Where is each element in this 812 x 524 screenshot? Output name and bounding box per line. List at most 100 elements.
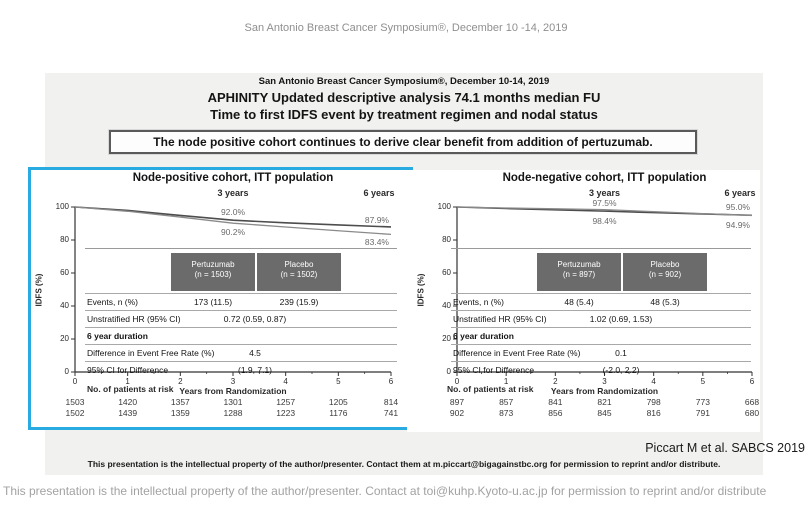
at-risk-count: 791 — [695, 408, 710, 418]
at-risk-count: 845 — [597, 408, 612, 418]
y-tick-label: 40 — [60, 301, 69, 310]
at-risk-count: 841 — [548, 397, 563, 407]
x-tick-label: 6 — [388, 377, 394, 386]
stats-row: 6 year duration — [451, 327, 751, 344]
curve-value-label: 92.0% — [220, 207, 246, 218]
curve-placebo — [456, 206, 753, 217]
at-risk-count: 1205 — [328, 397, 348, 407]
at-risk-count: 1223 — [276, 408, 296, 418]
column-header-n: (n = 1502) — [280, 270, 318, 280]
at-risk-count: 1288 — [223, 408, 243, 418]
column-header-name: Pertuzumab — [191, 260, 235, 269]
stats-row-label: Difference in Event Free Rate (%) — [453, 348, 581, 358]
stats-value: 48 (5.4) — [564, 297, 594, 307]
stats-row: Events, n (%) 173 (11.5) 239 (15.9) — [85, 293, 397, 310]
curve-pertuzumab — [74, 206, 392, 228]
at-risk-count: 1439 — [118, 408, 138, 418]
at-risk-count: 1357 — [170, 397, 190, 407]
stats-value: 239 (15.9) — [279, 297, 319, 307]
x-tick-label: 3 — [602, 377, 607, 386]
slide-symposium-line: San Antonio Breast Cancer Symposium®, De… — [258, 76, 550, 87]
at-risk-count: 798 — [646, 397, 661, 407]
x-axis-label: Years from Randomization — [179, 386, 287, 396]
time-label-3yr: 3 years — [588, 188, 621, 198]
stats-row: Unstratified HR (95% CI) 0.72 (0.59, 0.87… — [85, 310, 397, 327]
stats-row: Difference in Event Free Rate (%) 4.5 — [85, 344, 397, 361]
at-risk-count: 902 — [449, 408, 465, 418]
stats-row-label: Events, n (%) — [453, 297, 505, 307]
chart-title: Node-negative cohort, ITT population — [502, 172, 707, 184]
column-header-name: Placebo — [284, 260, 314, 269]
stats-row: Events, n (%) 48 (5.4) 48 (5.3) — [451, 293, 751, 310]
curve-value-label: 97.5% — [592, 198, 617, 209]
at-risk-count: 1176 — [329, 408, 348, 418]
at-risk-count: 741 — [383, 408, 399, 418]
patients-at-risk-label: No. of patients at risk — [87, 384, 174, 394]
stats-row-label: 6 year duration — [453, 331, 514, 341]
x-tick-label: 3 — [230, 377, 236, 386]
curve-value-label: 87.9% — [364, 214, 389, 225]
at-risk-count: 897 — [449, 397, 465, 407]
column-header-placebo: Placebo (n = 902) — [623, 253, 707, 291]
column-header-name: Pertuzumab — [557, 260, 601, 269]
y-tick-label: 100 — [55, 202, 69, 211]
at-risk-count: 821 — [597, 397, 612, 407]
curve-value-label: 83.4% — [364, 237, 389, 248]
y-tick-label: 20 — [60, 334, 69, 343]
slide-title-line2: Time to first IDFS event by treatment re… — [210, 106, 598, 122]
at-risk-count: 1257 — [276, 397, 296, 407]
column-header-placebo: Placebo (n = 1502) — [257, 253, 341, 291]
x-tick-label: 2 — [178, 377, 183, 386]
at-risk-count: 814 — [383, 397, 399, 407]
y-tick-label: 0 — [446, 367, 451, 376]
slide-footer: This presentation is the intellectual pr… — [87, 459, 721, 469]
stats-row-label: 95% CI for Difference — [453, 365, 535, 375]
page-header: San Antonio Breast Cancer Symposium®, De… — [244, 22, 568, 34]
x-tick-label: 1 — [125, 377, 130, 386]
column-header-n: (n = 897) — [562, 270, 596, 280]
chart-panel-node-negative: Node-negative cohort, ITT population 3 ye… — [407, 170, 760, 432]
at-risk-count: 1420 — [118, 397, 138, 407]
column-header-n: (n = 902) — [648, 270, 682, 280]
curve-value-label: 95.0% — [725, 202, 750, 213]
stats-row: Difference in Event Free Rate (%) 0.1 — [451, 344, 751, 361]
time-label-6yr: 6 years — [363, 188, 395, 198]
x-tick-label: 6 — [749, 377, 755, 386]
patients-at-risk-label: No. of patients at risk — [447, 384, 534, 394]
x-tick-label: 1 — [503, 377, 509, 386]
curve-value-label: 90.2% — [220, 227, 246, 238]
stats-row: 95% CI for Difference (1.9, 7.1) — [85, 361, 397, 378]
column-header-n: (n = 1503) — [194, 270, 232, 280]
column-header-pertuzumab: Pertuzumab (n = 1503) — [171, 253, 255, 291]
y-tick-label: 80 — [442, 235, 451, 244]
x-axis-label: Years from Randomization — [550, 386, 659, 396]
stats-value: 4.5 — [249, 348, 261, 358]
x-tick-label: 2 — [553, 377, 558, 386]
stats-table: Pertuzumab (n = 1503) Placebo (n = 1502) Eve… — [85, 248, 397, 378]
time-label-6yr: 6 years — [724, 188, 756, 198]
y-tick-label: 0 — [64, 367, 69, 376]
stats-value: 1.02 (0.69, 1.53) — [589, 314, 653, 324]
curve-value-label: 94.9% — [725, 220, 750, 231]
at-risk-count: 773 — [695, 397, 710, 407]
stats-row-label: Difference in Event Free Rate (%) — [87, 348, 215, 358]
key-message-box: The node positive cohort continues to de… — [109, 130, 697, 154]
at-risk-count: 680 — [744, 408, 760, 418]
at-risk-count: 857 — [499, 397, 514, 407]
y-axis-label: IDFS (%) — [34, 273, 44, 306]
y-tick-label: 80 — [60, 235, 69, 244]
at-risk-count: 856 — [548, 408, 563, 418]
stats-row-label: Unstratified HR (95% CI) — [453, 314, 547, 324]
y-tick-label: 60 — [60, 268, 69, 277]
column-header-name: Placebo — [650, 260, 680, 269]
y-tick-label: 20 — [442, 334, 451, 343]
citation: Piccart M et al. SABCS 2019 — [645, 441, 805, 455]
at-risk-count: 1503 — [65, 397, 85, 407]
y-tick-label: 40 — [442, 301, 451, 310]
at-risk-count: 668 — [744, 397, 760, 407]
slide-title-line1: APHINITY Updated descriptive analysis 74… — [207, 90, 601, 105]
x-tick-label: 4 — [651, 377, 656, 386]
stats-row-label: Events, n (%) — [87, 297, 139, 307]
stats-value: 173 (11.5) — [193, 297, 233, 307]
y-tick-label: 60 — [442, 268, 451, 277]
